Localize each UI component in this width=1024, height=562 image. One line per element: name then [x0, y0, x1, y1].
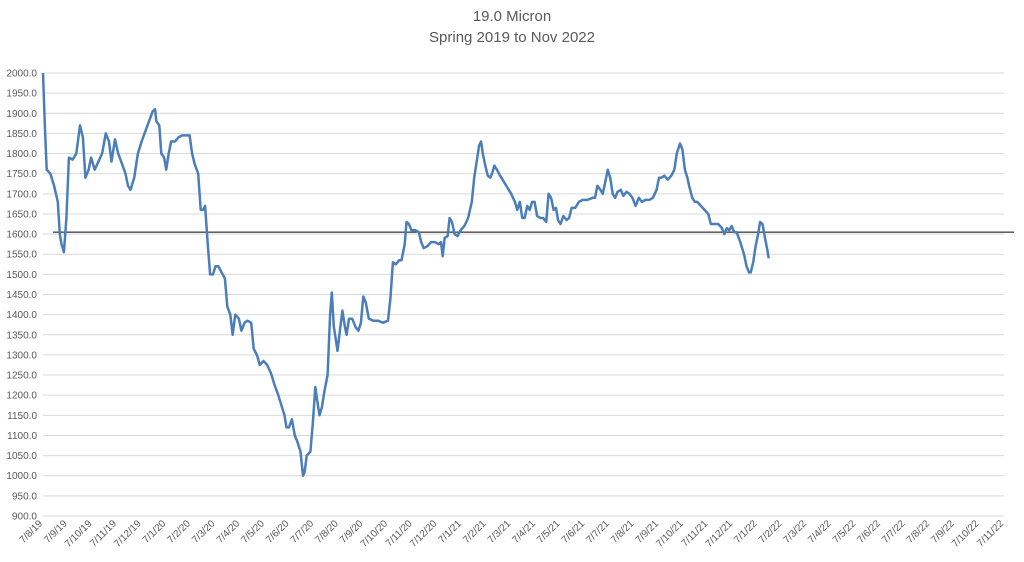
- x-tick-label: 7/1/21: [437, 518, 465, 546]
- series-group: [41, 72, 770, 477]
- x-tick-label: 7/11/22: [975, 518, 1006, 549]
- x-tick-label: 7/2/21: [461, 518, 489, 546]
- y-tick-label: 1550.0: [6, 250, 37, 261]
- x-tick-label: 7/2/20: [166, 518, 194, 546]
- x-tick-label: 7/12/20: [408, 518, 440, 550]
- y-tick-label: 950.0: [12, 491, 37, 502]
- y-tick-label: 1400.0: [6, 310, 37, 321]
- chart-title: 19.0 Micron: [472, 8, 552, 25]
- y-tick-label: 1000.0: [6, 471, 37, 482]
- x-tick-label: 7/6/22: [855, 518, 883, 546]
- y-tick-label: 1350.0: [6, 330, 37, 341]
- y-tick-label: 1650.0: [6, 209, 37, 220]
- y-tick-label: 1450.0: [6, 290, 37, 301]
- x-tick-label: 7/7/22: [880, 518, 908, 546]
- x-tick-label: 7/3/22: [782, 518, 810, 546]
- x-tick-label: 7/5/20: [239, 518, 267, 546]
- x-tick-label: 7/8/22: [905, 518, 933, 546]
- x-tick-label: 7/4/20: [215, 518, 243, 546]
- y-tick-label: 2000.0: [6, 69, 37, 80]
- x-tick-label: 7/6/20: [264, 518, 292, 546]
- x-tick-label: 7/5/22: [831, 518, 859, 546]
- x-tick-label: 7/4/22: [806, 518, 834, 546]
- x-tick-label: 7/5/21: [535, 518, 563, 546]
- y-tick-label: 1300.0: [6, 350, 37, 361]
- y-tick-label: 1850.0: [6, 129, 37, 140]
- x-tick-label: 7/4/21: [510, 518, 538, 546]
- x-tick-label: 7/3/20: [190, 518, 218, 546]
- y-tick-label: 1500.0: [6, 270, 37, 281]
- x-tick-label: 7/10/20: [359, 518, 391, 550]
- y-tick-label: 1250.0: [6, 371, 37, 382]
- series-line: [41, 72, 770, 477]
- x-tick-label: 7/10/22: [950, 518, 982, 550]
- y-tick-label: 1700.0: [6, 189, 37, 200]
- y-tick-label: 1750.0: [6, 169, 37, 180]
- y-tick-label: 1200.0: [6, 391, 37, 402]
- y-axis-ticks: 900.0 950.0 1000.0 1050.0 1100.0 1150.0 1200.0…: [6, 69, 37, 523]
- x-tick-label: 7/1/22: [732, 518, 760, 546]
- x-tick-label: 7/8/20: [313, 518, 341, 546]
- y-tick-label: 1950.0: [6, 89, 37, 100]
- x-tick-label: 7/10/19: [63, 518, 95, 550]
- y-tick-label: 1900.0: [6, 109, 37, 120]
- y-tick-label: 1600.0: [6, 230, 37, 241]
- x-tick-label: 7/3/21: [486, 518, 514, 546]
- y-tick-label: 900.0: [12, 512, 37, 523]
- y-tick-label: 1100.0: [7, 431, 37, 442]
- x-tick-label: 7/7/20: [289, 518, 317, 546]
- x-axis-ticks: 7/8/197/9/197/10/197/11/197/12/197/1/207…: [18, 518, 1007, 550]
- gridlines: [43, 72, 1004, 517]
- x-tick-label: 7/10/21: [654, 518, 686, 550]
- y-tick-label: 1050.0: [6, 451, 37, 462]
- x-tick-label: 7/1/20: [141, 518, 169, 546]
- y-tick-label: 1150.0: [7, 411, 37, 422]
- y-tick-label: 1800.0: [6, 149, 37, 160]
- x-tick-label: 7/8/21: [609, 518, 637, 546]
- x-tick-label: 7/6/21: [560, 518, 588, 546]
- x-tick-label: 7/12/21: [704, 518, 736, 550]
- x-tick-label: 7/7/21: [584, 518, 612, 546]
- x-tick-label: 7/2/22: [757, 518, 785, 546]
- x-tick-label: 7/12/19: [112, 518, 144, 550]
- chart-subtitle: Spring 2019 to Nov 2022: [429, 29, 595, 46]
